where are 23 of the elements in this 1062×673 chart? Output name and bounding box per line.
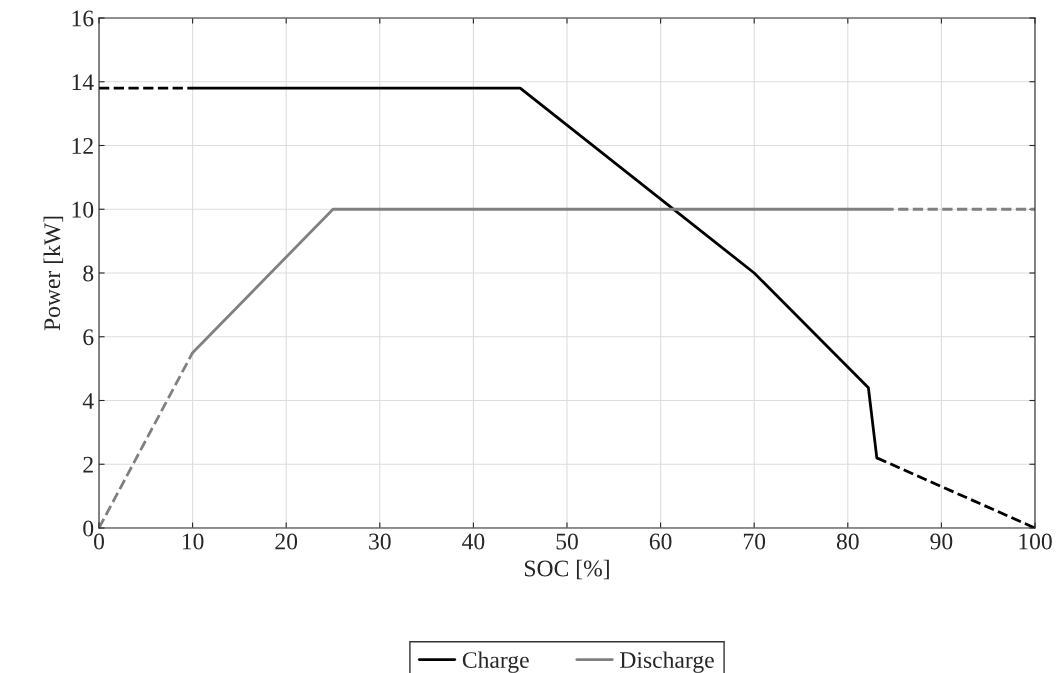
x-tick-label: 90 [930,533,953,550]
y-tick-label: 4 [82,393,94,409]
x-tick-label: 100 [1019,533,1052,550]
x-tick-label: 80 [836,533,859,550]
x-tick-label: 20 [275,533,298,550]
legend-label: Charge [462,651,529,673]
x-tick-label: 70 [743,533,766,550]
x-tick-label: 30 [369,533,391,550]
x-axis-title: SOC [%] [524,559,609,580]
x-tick-label: 50 [556,533,578,550]
y-tick-label: 10 [72,201,94,218]
legend-label: Discharge [620,651,714,673]
y-axis-title: Power [kW] [43,216,64,331]
x-tick-label: 40 [462,533,485,550]
y-tick-label: 8 [83,265,94,282]
y-tick-label: 6 [83,329,94,346]
y-tick-label: 12 [72,138,93,154]
y-tick-label: 0 [83,520,94,537]
x-tick-label: 10 [182,533,204,550]
y-tick-label: 14 [72,74,94,90]
x-tick-label: 60 [649,533,672,550]
y-tick-label: 16 [72,10,94,27]
y-tick-label: 2 [83,456,93,473]
